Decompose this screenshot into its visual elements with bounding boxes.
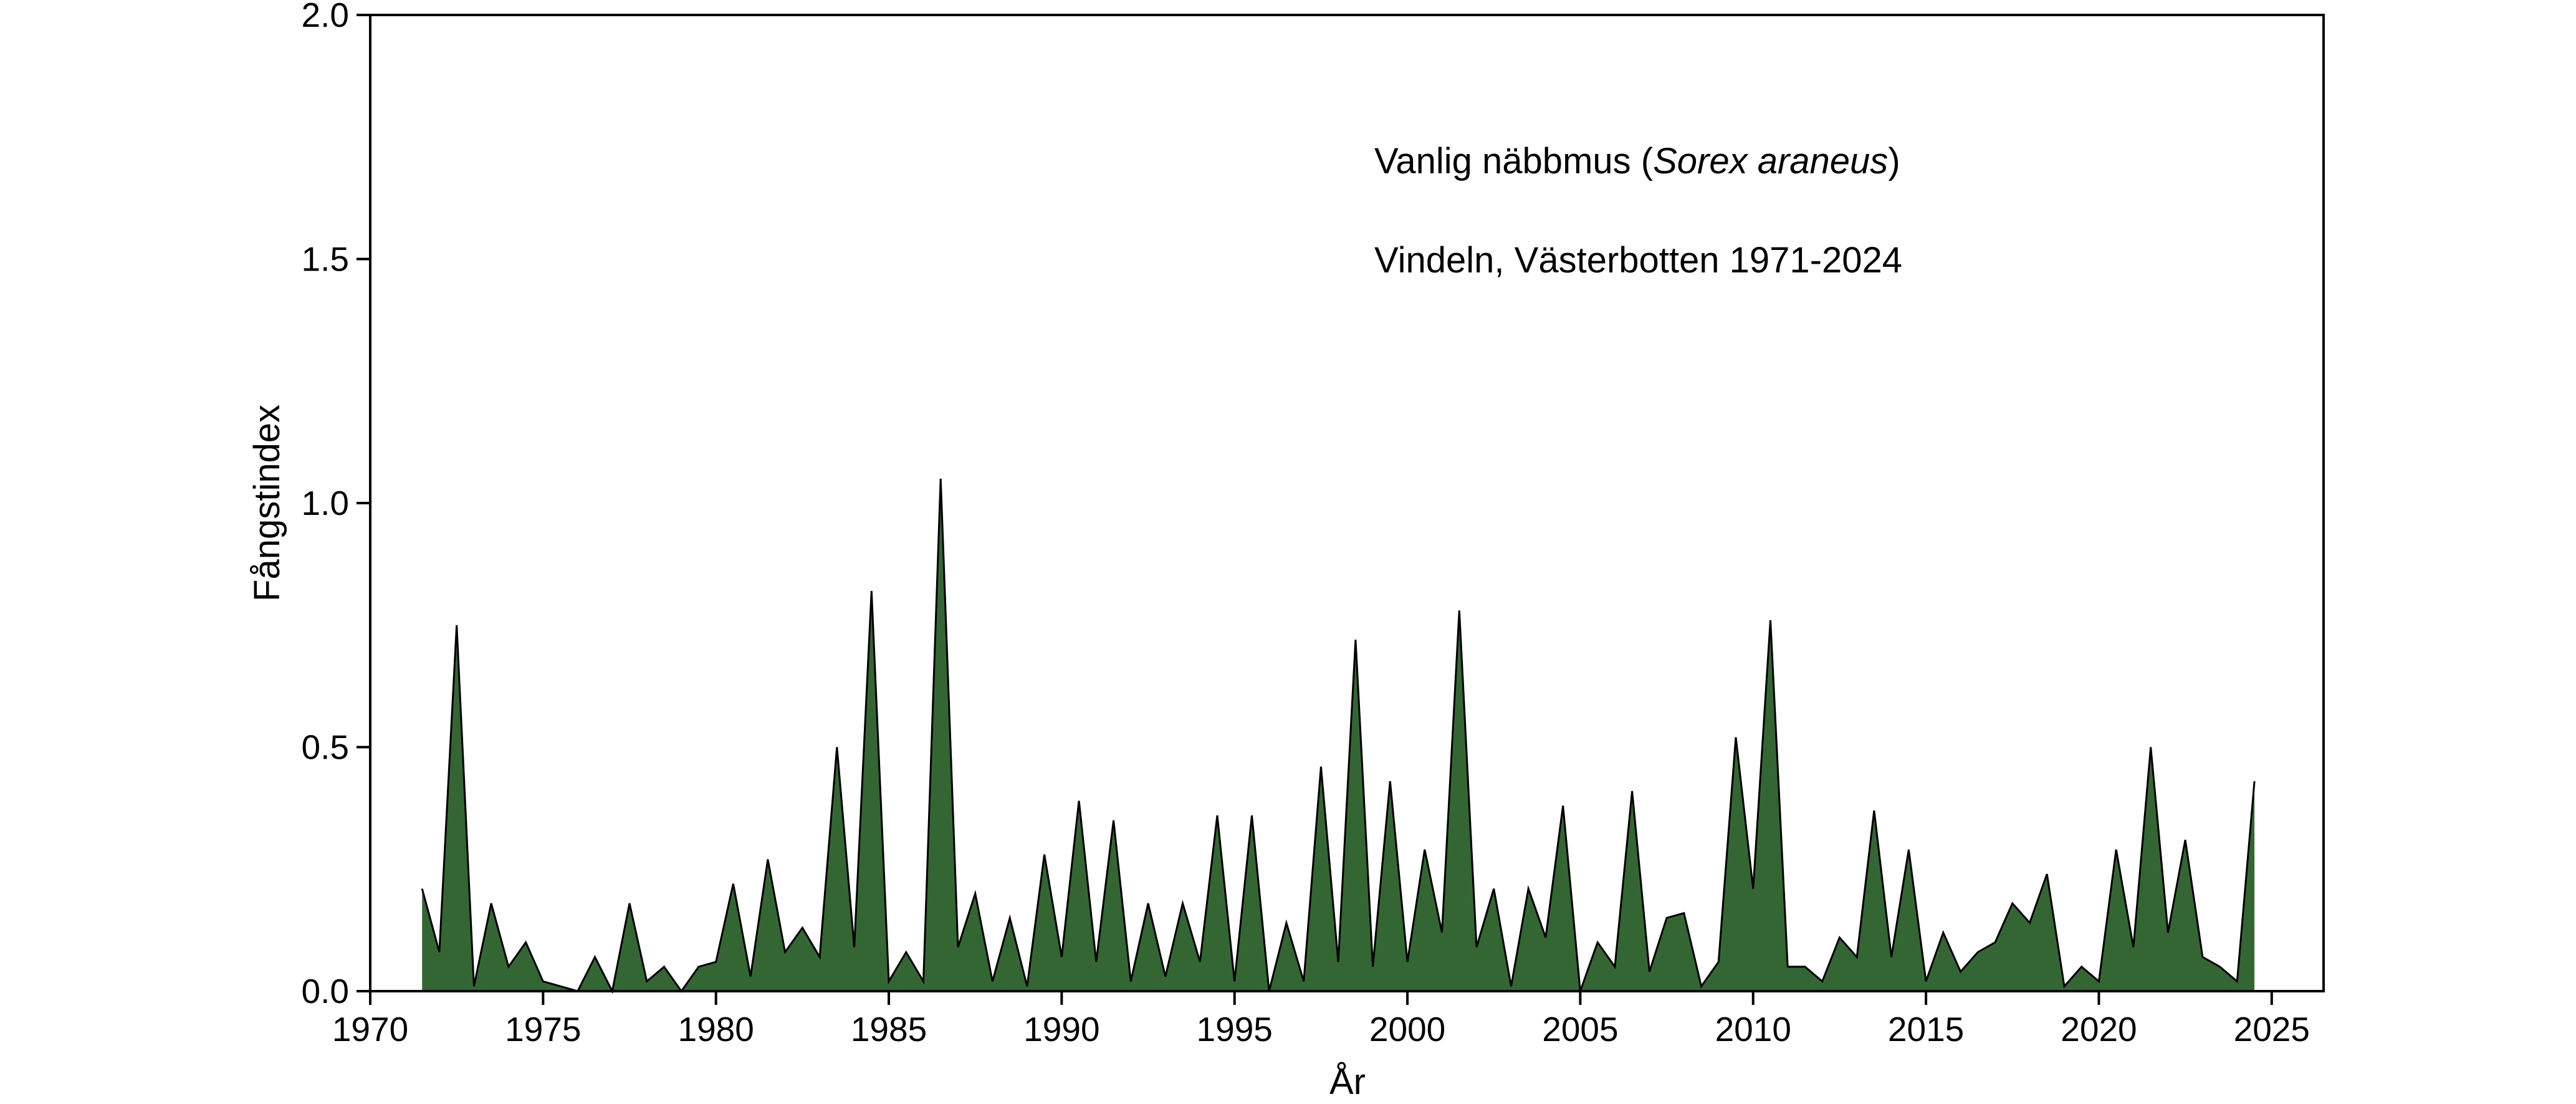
series-layer xyxy=(421,478,2256,994)
annotation-species-prefix: Vanlig näbbmus ( xyxy=(1374,141,1653,181)
x-tick-label: 1990 xyxy=(1023,1010,1099,1049)
x-tick-label: 1975 xyxy=(505,1010,581,1049)
annotation-location: Vindeln, Västerbotten 1971-2024 xyxy=(1374,240,1902,281)
x-tick-label: 2000 xyxy=(1369,1010,1445,1049)
x-tick-label: 2020 xyxy=(2061,1010,2137,1049)
y-tick-label: 1.5 xyxy=(302,240,349,279)
y-axis-label: Fångstindex xyxy=(247,405,287,602)
y-axis: 0.0 0.5 1.0 1.5 2.0 xyxy=(302,0,370,1010)
annotation-species: Vanlig näbbmus (Sorex araneus) xyxy=(1374,141,1900,181)
series-line-0 xyxy=(421,478,2256,994)
x-tick-label: 1970 xyxy=(332,1010,408,1049)
x-tick-label: 1985 xyxy=(851,1010,927,1049)
x-tick-label: 2025 xyxy=(2234,1010,2310,1049)
x-tick-label: 2005 xyxy=(1542,1010,1618,1049)
y-tick-label: 1.0 xyxy=(302,484,349,522)
series-area-0 xyxy=(422,478,2255,991)
annotation-species-suffix: ) xyxy=(1888,141,1900,181)
annotation-species-latin: Sorex araneus xyxy=(1653,141,1888,181)
x-tick-label: 2010 xyxy=(1715,1010,1791,1049)
x-tick-label: 2015 xyxy=(1888,1010,1964,1049)
y-tick-label: 2.0 xyxy=(302,0,349,34)
x-axis-label: År xyxy=(1329,1062,1366,1102)
y-tick-label: 0.0 xyxy=(302,972,349,1010)
x-axis: 1970 1975 1980 1985 1990 1995 2000 2005 2010 2015… xyxy=(332,991,2310,1049)
y-tick-label: 0.5 xyxy=(302,728,349,767)
x-tick-label: 1980 xyxy=(678,1010,754,1049)
x-tick-label: 1995 xyxy=(1197,1010,1273,1049)
